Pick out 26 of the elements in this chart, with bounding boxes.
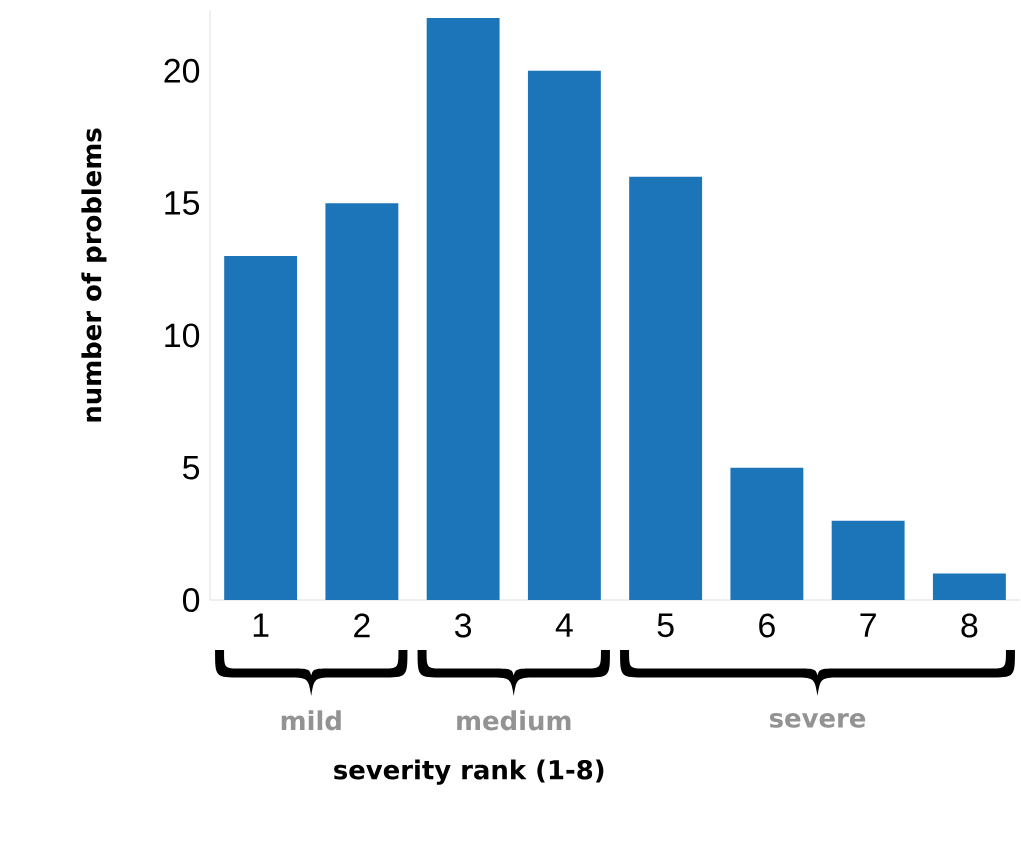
y-axis-title: number of problems	[81, 128, 107, 422]
x-tick-label: 1	[253, 613, 269, 637]
bar	[426, 17, 500, 600]
bar	[527, 70, 601, 600]
bar	[224, 256, 298, 600]
x-axis-title: severity rank (1-8)	[334, 759, 604, 785]
y-tick-label: 5	[183, 455, 200, 480]
y-tick-label: 10	[165, 323, 200, 348]
y-tick-label: 20	[164, 58, 200, 83]
x-tick-label: 7	[860, 613, 876, 637]
y-tick-label: 15	[165, 191, 200, 215]
y-tick-label: 0	[182, 588, 200, 612]
bar	[730, 467, 804, 600]
bar	[831, 520, 905, 600]
bar	[325, 203, 399, 600]
text: severe	[769, 712, 866, 728]
x-tick-label: 5	[657, 613, 674, 638]
x-tick-label: 6	[759, 613, 775, 638]
x-tick-label: 2	[354, 613, 370, 638]
text: medium	[457, 710, 571, 731]
x-tick-label: 4	[555, 613, 573, 637]
x-tick-label: 8	[961, 613, 978, 638]
bar	[932, 573, 1006, 600]
text: mild	[281, 710, 341, 731]
x-tick-label: 3	[455, 613, 472, 638]
bar	[629, 176, 703, 600]
